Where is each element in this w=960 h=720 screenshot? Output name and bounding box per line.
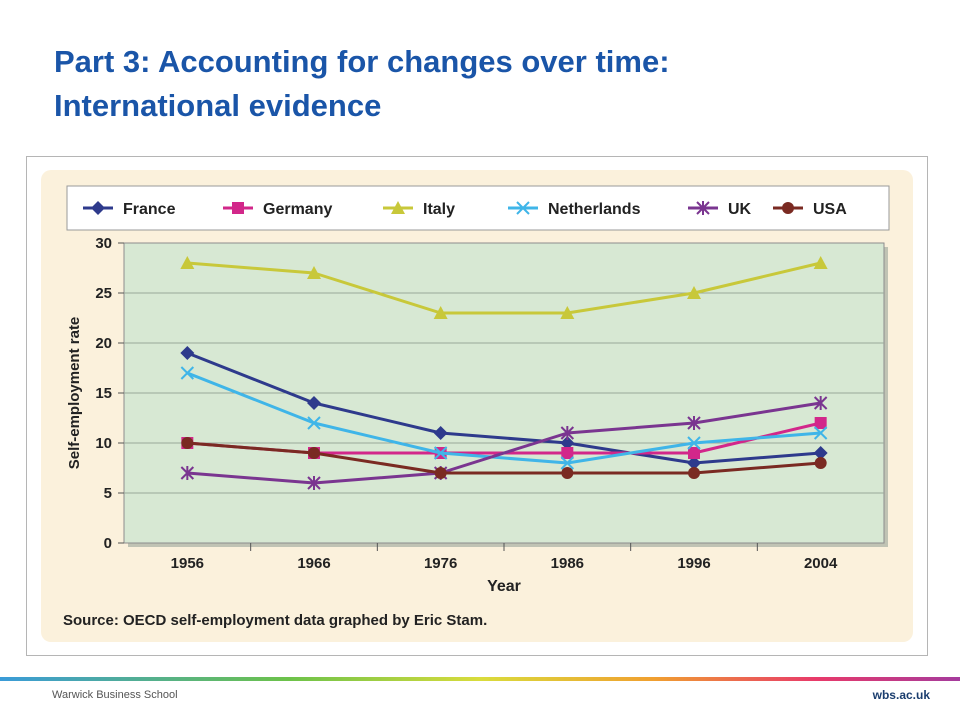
- data-point-usa: [434, 467, 447, 479]
- footer-website-link[interactable]: wbs.ac.uk: [872, 688, 930, 702]
- y-tick-label: 5: [104, 485, 112, 502]
- legend-label-germany: Germany: [263, 201, 332, 218]
- legend-marker-france: [91, 201, 105, 215]
- footer-gradient-line: [0, 677, 960, 681]
- y-tick-label: 20: [95, 335, 112, 352]
- x-tick-label: 1956: [171, 555, 204, 572]
- chart-source-note: Source: OECD self-employment data graphe…: [63, 612, 487, 629]
- footer-school-name: Warwick Business School: [52, 689, 178, 701]
- legend-label-netherlands: Netherlands: [548, 201, 641, 218]
- y-tick-label: 10: [95, 435, 112, 452]
- data-point-france: [813, 446, 828, 460]
- data-point-france: [560, 436, 575, 450]
- series-line-uk: [187, 401, 821, 485]
- data-point-usa: [181, 437, 194, 449]
- legend-label-usa: USA: [813, 201, 847, 218]
- data-point-germany: [814, 417, 827, 429]
- data-point-france: [180, 346, 195, 360]
- data-point-netherlands: [687, 436, 701, 450]
- data-point-uk: [560, 426, 575, 440]
- data-point-germany: [561, 447, 574, 459]
- x-tick-label: 1976: [424, 555, 457, 572]
- x-axis-label: Year: [487, 578, 521, 595]
- legend-marker-netherlands: [516, 201, 530, 215]
- legend-label-france: France: [123, 201, 176, 218]
- data-point-france: [307, 396, 321, 410]
- slide-title: Part 3: Accounting for changes over time…: [54, 40, 914, 128]
- x-tick-label: 1966: [297, 555, 330, 572]
- legend-marker-germany: [232, 202, 244, 214]
- data-point-netherlands: [307, 416, 321, 430]
- data-point-netherlands: [813, 426, 828, 440]
- slide-title-line-1: Part 3: Accounting for changes over time…: [54, 44, 670, 79]
- series-france: [180, 346, 828, 470]
- data-point-italy: [687, 286, 701, 299]
- figure-frame: 0 5 10 15 20 25 30 1956 1966 1976 1986 1996 2004 Year…: [26, 156, 928, 656]
- x-tick-label: 2004: [804, 555, 838, 572]
- series-line-italy: [187, 261, 822, 315]
- data-point-italy: [433, 306, 448, 319]
- data-point-usa: [561, 467, 574, 479]
- data-point-italy: [813, 256, 828, 269]
- data-point-italy: [307, 266, 321, 279]
- series-line-usa: [187, 441, 821, 475]
- data-point-netherlands: [180, 366, 195, 380]
- legend-marker-uk: [696, 201, 710, 215]
- series-netherlands: [180, 366, 828, 470]
- data-point-uk: [180, 466, 195, 480]
- data-point-usa: [814, 457, 827, 469]
- data-point-uk: [687, 416, 701, 430]
- data-point-netherlands: [433, 446, 448, 460]
- series-line-netherlands: [186, 371, 821, 465]
- data-point-italy: [560, 306, 575, 319]
- y-tick-label: 25: [95, 285, 112, 302]
- x-tick-label: 1996: [677, 555, 710, 572]
- data-point-usa: [688, 467, 700, 479]
- self-employment-line-chart: 0 5 10 15 20 25 30 1956 1966 1976 1986 1996 2004 Year…: [41, 170, 913, 642]
- x-tick-label: 1986: [551, 555, 584, 572]
- legend-label-italy: Italy: [423, 201, 455, 218]
- data-point-usa: [308, 447, 320, 459]
- data-point-uk: [813, 396, 828, 410]
- series-usa: [181, 437, 827, 479]
- data-point-italy: [180, 256, 195, 269]
- data-point-uk: [307, 476, 321, 490]
- data-point-netherlands: [560, 456, 575, 470]
- series-italy: [180, 256, 828, 319]
- y-tick-label: 0: [104, 535, 112, 552]
- legend-label-uk: UK: [728, 201, 752, 218]
- slide-title-line-2: International evidence: [54, 88, 382, 123]
- data-point-france: [687, 456, 701, 470]
- legend-marker-usa: [782, 202, 794, 214]
- y-tick-label: 30: [95, 235, 112, 252]
- chart-legend: France Germany Italy Netherlands UK USA: [66, 185, 890, 231]
- legend-box: [66, 185, 890, 231]
- y-tick-label: 15: [95, 385, 112, 402]
- y-axis-label: Self-employment rate: [66, 317, 83, 470]
- legend-marker-italy: [391, 201, 405, 214]
- data-point-france: [433, 426, 448, 440]
- series-line-france: [186, 351, 821, 465]
- data-point-germany: [688, 447, 700, 459]
